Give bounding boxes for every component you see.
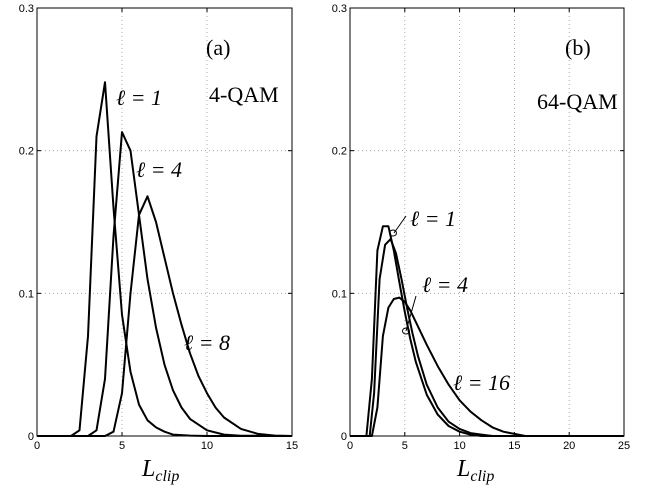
- grid-b: [350, 8, 624, 436]
- x-tick-label: 10: [453, 440, 465, 452]
- series-line-a-1: [37, 81, 292, 437]
- x-ticks-b: 0 5 10 15 20 25: [347, 8, 630, 452]
- x-tick-label: 5: [119, 440, 125, 452]
- modulation-label-a: 4-QAM: [209, 82, 279, 107]
- curve-label-b-1: ℓ = 1: [410, 206, 456, 231]
- grid-a: [37, 8, 292, 436]
- x-axis-label-b: Lclip: [456, 456, 494, 485]
- y-tick-label: 0.2: [332, 146, 347, 158]
- curve-label-a-1: ℓ = 1: [116, 85, 162, 110]
- x-tick-label: 25: [618, 440, 630, 452]
- y-tick-label: 0.2: [19, 146, 34, 158]
- curve-label-b-3: ℓ = 16: [453, 370, 510, 395]
- plot-frame-a: [36, 7, 293, 437]
- y-ticks-a: 0 0.1 0.2 0.3: [19, 3, 292, 443]
- series-line-b-1: [350, 225, 624, 437]
- panel-b: 0 0.1 0.2 0.3 0 5 10 15 20 25 (b) 64-QAM ℓ = 1 ℓ…: [332, 3, 630, 485]
- y-tick-label: 0.3: [332, 3, 347, 15]
- marker-b-2: [402, 327, 410, 335]
- curve-label-b-2: ℓ = 4: [422, 272, 468, 297]
- y-tick-label: 0.1: [332, 288, 347, 300]
- leader-line-b-1: [393, 215, 407, 234]
- x-tick-label: 15: [286, 440, 298, 452]
- marker-b-1: [389, 229, 397, 237]
- y-ticks-b: 0 0.1 0.2 0.3: [332, 3, 624, 443]
- leader-line-b-2: [405, 295, 417, 332]
- panel-a: 00.10.20.3 0 5 10 15 (a) 4-QAM ℓ = 1 ℓ = 4 …: [19, 3, 298, 485]
- x-tick-label: 0: [34, 440, 40, 452]
- y-tick-label: 0: [341, 431, 347, 443]
- series-line-a-2: [37, 131, 293, 437]
- x-tick-label: 15: [508, 440, 520, 452]
- curves-b: [350, 225, 624, 437]
- series-line-b-3: [350, 296, 624, 437]
- series-line-b-2: [350, 238, 624, 437]
- x-ticks-a: 0 5 10 15: [34, 8, 298, 452]
- x-axis-label-a: Lclip: [141, 456, 179, 485]
- panel-label-b: (b): [565, 35, 591, 60]
- series-line-a-3: [37, 195, 293, 437]
- curve-label-a-2: ℓ = 4: [136, 157, 182, 182]
- x-tick-label: 0: [347, 440, 353, 452]
- modulation-label-b: 64-QAM: [537, 89, 618, 114]
- x-tick-label: 10: [201, 440, 213, 452]
- curve-label-a-3: ℓ = 8: [184, 330, 230, 355]
- x-tick-label: 5: [402, 440, 408, 452]
- y-tick-label: 0: [28, 431, 34, 443]
- panel-label-a: (a): [206, 35, 230, 60]
- y-tick-label: 0.3: [19, 3, 34, 15]
- y-tick-label: 0.1: [19, 288, 34, 300]
- x-tick-label: 20: [563, 440, 575, 452]
- curves-a: [37, 81, 293, 437]
